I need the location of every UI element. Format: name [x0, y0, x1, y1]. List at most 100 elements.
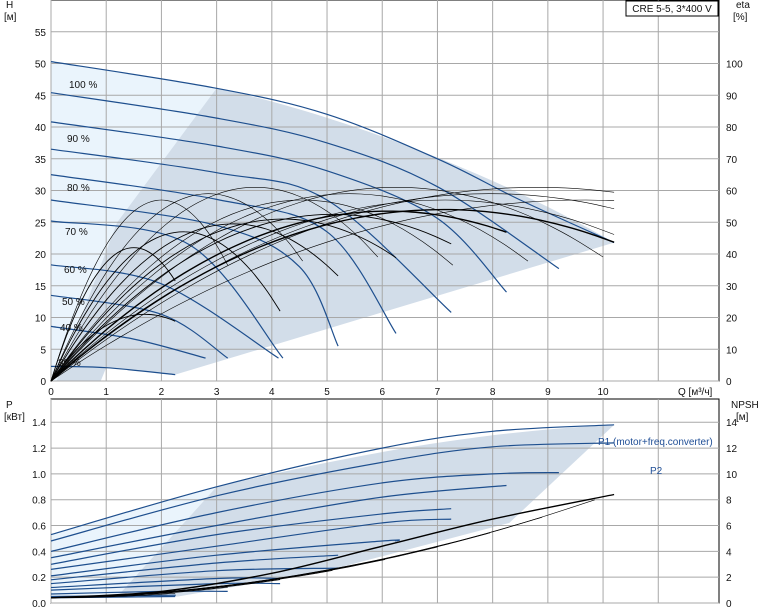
speed-label: 30 %	[58, 358, 81, 369]
speed-label: 70 %	[65, 227, 88, 238]
eta-curve	[50, 213, 452, 382]
bottom-tick-labels: 0.0 0.2 0.4 0.6 0.8 1.0 1.2 1.4 0 2 4 6 8 10 12 14	[32, 418, 737, 610]
npsh-curve-thin	[50, 499, 595, 599]
head-curve	[50, 220, 284, 359]
power-curve	[50, 567, 339, 585]
y-tick-label-eta: 70	[726, 155, 738, 166]
speed-label: 80 %	[67, 183, 90, 194]
dark-region-top	[56, 88, 615, 381]
y-tick-label-eta: 30	[726, 282, 738, 293]
eta-curve-thin	[50, 187, 604, 382]
x-tick-label: 4	[269, 387, 275, 398]
y-tick-label-h: 10	[35, 314, 47, 325]
eta-curve-thin	[50, 187, 379, 382]
power-curve	[50, 424, 615, 536]
x-tick-label: 9	[545, 387, 551, 398]
y-tick-label-h: 55	[35, 28, 47, 39]
eta-curve-thin	[50, 187, 615, 382]
y-axis-unit-eta: [%]	[733, 12, 748, 23]
top-grid	[50, 0, 719, 382]
y-tick-label-npsh: 6	[726, 522, 732, 533]
power-curve	[50, 484, 507, 559]
x-tick-label: 10	[598, 387, 610, 398]
y-tick-label-p: 0.0	[32, 599, 46, 610]
power-curve	[50, 539, 401, 577]
eta-curve-thin	[50, 193, 615, 382]
speed-labels: 100 % 90 % 80 % 70 % 60 % 50 % 40 % 30 %	[58, 80, 97, 369]
y-tick-label-h: 15	[35, 282, 47, 293]
head-curve	[50, 264, 279, 359]
eta-curve-thin	[50, 199, 454, 382]
head-curve	[50, 199, 339, 347]
y-axis-unit-h: [м]	[4, 12, 17, 23]
eta-curve	[50, 208, 615, 382]
y-tick-label-p: 1.2	[32, 444, 46, 455]
head-curve	[50, 92, 560, 270]
y-tick-label-h: 5	[40, 345, 46, 356]
y-tick-label-npsh: 10	[726, 470, 738, 481]
power-npsh-plot: 0.0 0.2 0.4 0.6 0.8 1.0 1.2 1.4 0 2 4 6 8 10 12 14	[32, 398, 738, 610]
speed-label: 90 %	[67, 134, 90, 145]
y-tick-label-npsh: 2	[726, 573, 732, 584]
x-tick-label: 6	[379, 387, 385, 398]
y-axis-unit-npsh: [м]	[736, 412, 749, 423]
eta-curve-thin	[50, 199, 615, 382]
eta-curve-thin	[50, 199, 615, 382]
chart-title: CRE 5-5, 3*400 V	[632, 4, 712, 15]
eta-curve-thin	[50, 199, 228, 382]
y-tick-label-h: 35	[35, 155, 47, 166]
y-tick-label-eta: 10	[726, 345, 738, 356]
eta-curve	[50, 247, 176, 382]
y-tick-label-h: 0	[40, 377, 46, 388]
eta-curve-thin	[50, 193, 303, 382]
y-tick-label-npsh: 4	[726, 547, 732, 558]
x-tick-label: 0	[48, 387, 54, 398]
x-tick-label: 1	[103, 387, 109, 398]
speed-label: 100 %	[69, 80, 97, 91]
power-curve	[50, 518, 452, 570]
y-tick-label-h: 25	[35, 218, 47, 229]
y-axis-label-p: P	[6, 400, 13, 411]
y-tick-label-npsh: 8	[726, 496, 732, 507]
y-tick-label-eta: 90	[726, 91, 738, 102]
label-p1: P1 (motor+freq.converter)	[598, 437, 713, 448]
y-tick-label-eta: 80	[726, 123, 738, 134]
y-tick-label-eta: 50	[726, 218, 738, 229]
eta-curve	[50, 223, 339, 382]
eta-curve	[50, 313, 176, 382]
eta-curve	[50, 210, 507, 382]
x-tick-label: 7	[435, 387, 441, 398]
x-axis-label: Q [м³/ч]	[678, 387, 713, 398]
head-curve	[50, 174, 397, 334]
speed-label: 60 %	[64, 265, 87, 276]
power-curve	[50, 582, 281, 591]
head-efficiency-plot: 0 1 2 3 4 5 6 7 8 9 100510152025303540455055010203…	[35, 0, 743, 398]
dark-region-bottom	[117, 424, 615, 597]
y-tick-label-p: 0.4	[32, 547, 46, 558]
head-curve	[50, 148, 452, 313]
y-tick-label-p: 1.0	[32, 470, 46, 481]
npsh-curve	[50, 493, 615, 599]
power-curve	[50, 577, 281, 589]
y-tick-label-npsh: 0	[726, 599, 732, 610]
y-tick-label-eta: 0	[726, 377, 732, 388]
speed-label: 40 %	[60, 323, 83, 334]
eta-curve	[50, 218, 397, 382]
x-tick-label: 5	[324, 387, 330, 398]
y-tick-label-eta: 20	[726, 314, 738, 325]
x-tick-label: 2	[159, 387, 165, 398]
x-tick-label: 8	[490, 387, 496, 398]
speed-label: 50 %	[62, 297, 85, 308]
eta-curve-thin	[50, 193, 529, 382]
power-curve	[50, 442, 615, 542]
y-tick-label-p: 0.8	[32, 496, 46, 507]
y-tick-label-p: 0.2	[32, 573, 46, 584]
head-curve	[50, 294, 229, 359]
y-tick-label-eta: 40	[726, 250, 738, 261]
y-tick-label-p: 1.4	[32, 418, 46, 429]
y-tick-label-p: 0.6	[32, 522, 46, 533]
y-axis-label-npsh: NPSH	[731, 400, 759, 411]
top-tick-labels: 0 1 2 3 4 5 6 7 8 9 100510152025303540455055010203…	[35, 28, 743, 398]
y-axis-unit-p: [кВт]	[4, 412, 25, 423]
